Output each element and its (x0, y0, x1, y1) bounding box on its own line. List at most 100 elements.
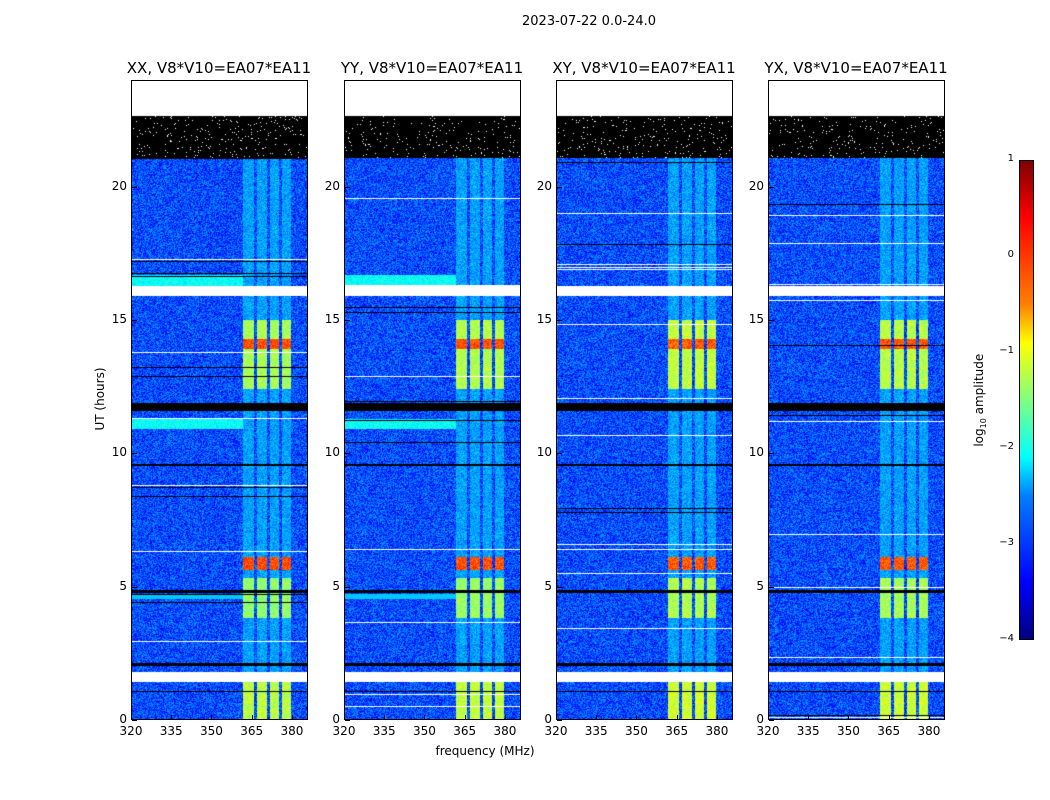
x-tick-mark (384, 715, 386, 720)
y-tick-mark (769, 453, 774, 455)
y-tick-mark (132, 186, 137, 188)
y-tick-label: 20 (748, 178, 764, 193)
x-tick-mark (344, 715, 345, 720)
spectrogram-image (345, 81, 520, 719)
y-tick-label: 20 (111, 178, 127, 193)
colorbar-tick-label: −2 (999, 441, 1014, 452)
y-tick-mark (345, 453, 350, 455)
y-tick-mark (769, 186, 774, 188)
x-tick-mark (928, 715, 930, 720)
panel-title: XY, V8*V10=EA07*EA11 (552, 59, 736, 77)
x-tick-label: 335 (372, 724, 396, 738)
y-tick-label: 15 (536, 312, 552, 326)
colorbar-tick-label: −4 (999, 633, 1014, 644)
y-tick-mark (557, 320, 562, 321)
y-tick-mark (557, 720, 562, 721)
y-tick-label: 20 (536, 178, 552, 193)
x-tick-label: 380 (280, 724, 304, 738)
y-tick-label: 5 (756, 578, 764, 593)
spectrogram-panel (768, 80, 945, 720)
colorbar-label-sub: 10 (979, 418, 989, 429)
y-tick-mark (132, 453, 137, 455)
colorbar-label: log10 amplitude (972, 340, 988, 460)
y-tick-mark (557, 453, 562, 455)
x-tick-label: 380 (705, 724, 729, 738)
y-tick-label: 15 (111, 312, 127, 326)
x-tick-mark (131, 715, 132, 720)
x-tick-label: 350 (413, 724, 436, 738)
y-tick-label: 0 (544, 712, 552, 726)
colorbar-tick-label: −1 (999, 345, 1014, 356)
x-tick-mark (504, 715, 506, 720)
spectrogram-image (557, 81, 732, 719)
x-tick-label: 380 (917, 724, 941, 738)
colorbar-tick-label: 1 (1007, 153, 1014, 164)
x-tick-label: 320 (544, 724, 568, 738)
x-tick-label: 365 (877, 724, 901, 738)
x-tick-label: 320 (119, 724, 143, 738)
x-tick-mark (251, 715, 253, 720)
x-tick-label: 380 (493, 724, 517, 738)
y-tick-mark (769, 320, 774, 321)
y-axis-label: UT (hours) (93, 367, 107, 431)
y-tick-mark (557, 186, 562, 188)
x-tick-label: 335 (584, 724, 608, 738)
spectrogram-panel (344, 80, 521, 720)
x-tick-label: 320 (332, 724, 356, 738)
panel-title: YY, V8*V10=EA07*EA11 (340, 59, 524, 77)
x-tick-label: 350 (625, 724, 648, 738)
y-tick-mark (345, 320, 350, 321)
x-tick-mark (808, 715, 810, 720)
y-tick-label: 10 (324, 445, 340, 460)
spectrogram-image (769, 81, 944, 719)
x-tick-mark (848, 715, 850, 720)
y-tick-mark (132, 586, 137, 588)
y-tick-mark (345, 586, 350, 588)
y-tick-label: 10 (748, 445, 764, 460)
x-tick-mark (171, 715, 173, 720)
x-tick-mark (291, 715, 293, 720)
y-tick-mark (769, 586, 774, 588)
x-tick-mark (424, 715, 426, 720)
x-tick-mark (888, 715, 890, 720)
y-tick-label: 10 (111, 445, 127, 460)
x-tick-label: 365 (453, 724, 477, 738)
panel-title: XX, V8*V10=EA07*EA11 (126, 59, 312, 77)
x-tick-label: 335 (159, 724, 183, 738)
y-tick-label: 15 (748, 312, 764, 326)
y-tick-label: 20 (324, 178, 340, 193)
y-tick-label: 0 (332, 712, 340, 726)
x-tick-label: 365 (665, 724, 689, 738)
y-tick-mark (557, 586, 562, 588)
x-tick-mark (596, 715, 598, 720)
spectrogram-image (132, 81, 307, 719)
panel-title: YX, V8*V10=EA07*EA11 (764, 59, 948, 77)
x-axis-label: frequency (MHz) (435, 744, 535, 758)
y-tick-label: 0 (756, 712, 764, 726)
x-tick-mark (676, 715, 678, 720)
colorbar (1019, 160, 1034, 640)
x-tick-mark (556, 715, 557, 720)
x-tick-label: 365 (240, 724, 264, 738)
spectrogram-panel (556, 80, 733, 720)
x-tick-mark (211, 715, 213, 720)
y-tick-mark (345, 186, 350, 188)
x-tick-mark (716, 715, 718, 720)
x-tick-label: 350 (200, 724, 223, 738)
x-tick-mark (636, 715, 638, 720)
colorbar-label-rest: amplitude (971, 353, 986, 419)
y-tick-mark (769, 720, 774, 721)
x-tick-mark (464, 715, 466, 720)
colorbar-tick-label: −3 (999, 537, 1014, 548)
x-tick-mark (768, 715, 769, 720)
y-tick-label: 5 (544, 578, 552, 593)
y-tick-label: 0 (119, 712, 127, 726)
y-tick-label: 5 (332, 578, 340, 593)
y-tick-label: 15 (324, 312, 340, 326)
x-tick-label: 350 (837, 724, 860, 738)
colorbar-label-log: log (971, 428, 986, 447)
x-tick-label: 320 (756, 724, 780, 738)
y-tick-mark (132, 320, 137, 321)
y-tick-label: 10 (536, 445, 552, 460)
figure-title: 2023-07-22 0.0-24.0 (522, 14, 656, 29)
